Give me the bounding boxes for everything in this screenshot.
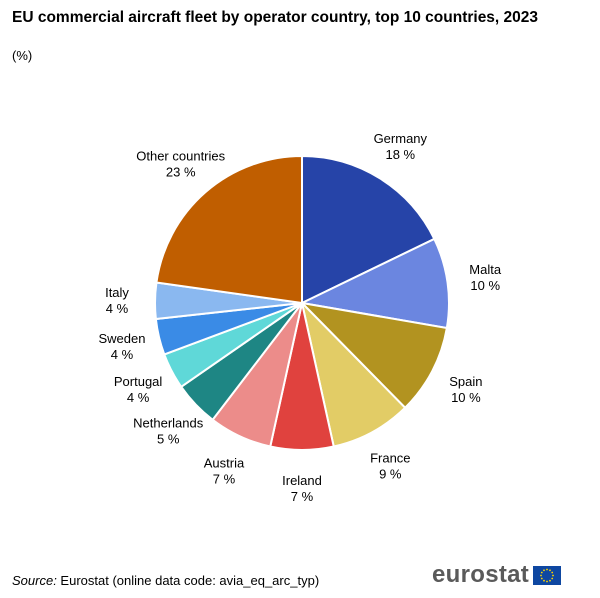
source-label: Source:	[12, 573, 57, 588]
source-text: Eurostat (online data code: avia_eq_arc_…	[56, 573, 320, 588]
slice-label-france: France 9 %	[370, 451, 410, 482]
source-note: Source: Eurostat (online data code: avia…	[12, 573, 319, 588]
slice-label-malta: Malta 10 %	[469, 262, 502, 293]
pie-slice-germany	[301, 154, 436, 305]
logo-text: eurostat	[432, 561, 530, 588]
pie-labels: Germany 18 % Malta 10 % Spain 10 % France 9 % Ir…	[99, 131, 502, 504]
pie-slices	[154, 154, 450, 451]
slice-label-other-countries: Other countries 23 %	[136, 148, 225, 179]
pie-slice-spain	[299, 301, 449, 410]
slice-label-netherlands: Netherlands 5 %	[133, 416, 204, 447]
chart-title: EU commercial aircraft fleet by operator…	[12, 9, 539, 26]
eurostat-logo: eurostat	[432, 561, 562, 589]
eu-flag-icon	[533, 565, 562, 585]
slice-label-sweden: Sweden 4 %	[99, 331, 146, 362]
slice-label-spain: Spain 10 %	[449, 374, 482, 405]
slice-label-portugal: Portugal 4 %	[114, 374, 163, 405]
slice-label-ireland: Ireland 7 %	[282, 473, 322, 504]
slice-label-italy: Italy 4 %	[105, 285, 129, 316]
chart-unit: (%)	[12, 48, 33, 63]
pie-slice-other-countries	[155, 154, 303, 305]
pie-slice-france	[300, 299, 407, 448]
pie-slice-malta	[298, 237, 450, 330]
slice-label-germany: Germany 18 %	[374, 131, 428, 162]
slice-label-austria: Austria 7 %	[204, 456, 245, 487]
